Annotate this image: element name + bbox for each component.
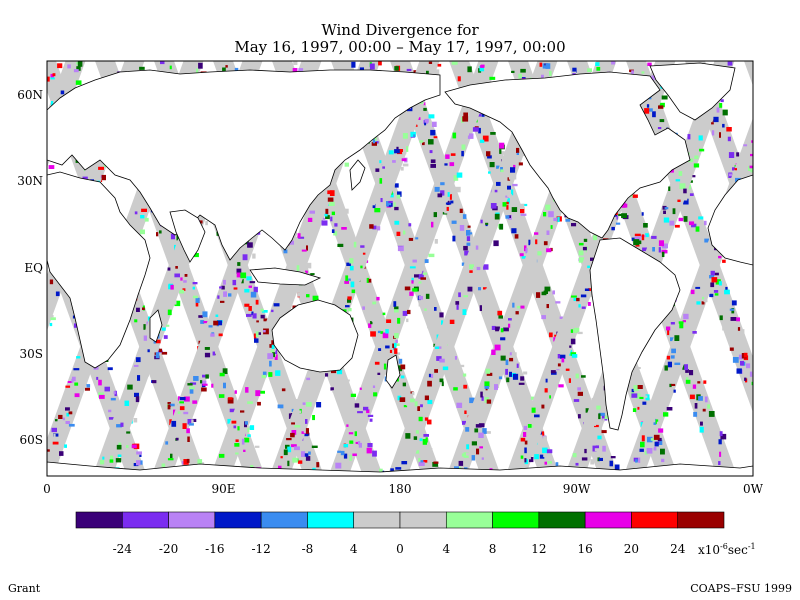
lon-label: 90E [211,482,236,496]
author-credit: Grant [8,582,41,595]
continents-land [47,62,753,476]
colorbar-swatch [677,511,725,529]
australia-land [271,299,359,373]
colorbar-tick-label: -8 [301,542,314,556]
colorbar-swatch [168,511,216,529]
lat-label: EQ [24,260,43,275]
eurasia-land [47,69,441,261]
africa-west-land [707,174,753,266]
map-frame [46,60,754,477]
africa-land [47,171,151,369]
institution-credit: COAPS–FSU 1999 [690,582,792,595]
colorbar-swatch [214,511,262,529]
greenland-land [649,62,736,121]
india-land [169,209,206,263]
chart-title-line2: May 16, 1997, 00:00 – May 17, 1997, 00:0… [234,38,566,56]
colorbar-tick-label: 0 [396,542,404,556]
madagascar-land [149,309,163,343]
colorbar-tick-label: 20 [623,542,640,556]
colorbar-tick-label: 16 [577,542,593,556]
colorbar-tick-label: 4 [349,542,358,556]
north-america-land [444,71,691,239]
colorbar-swatch [75,511,123,529]
colorbar-tick-label: 12 [531,542,547,556]
colorbar-swatch [584,511,632,529]
swath-17 [328,61,499,476]
lat-label: 60N [17,87,43,102]
colorbar-tick-label: -16 [205,542,225,556]
colorbar-swatch [121,511,169,529]
new-zealand-land [385,354,401,389]
colorbar-swatch [353,511,401,529]
swath-19 [387,61,558,476]
colorbar-swatch [538,511,586,529]
colorbar-tick-label: 4 [442,542,451,556]
lat-label: 30S [19,346,44,361]
south-america-land [589,237,681,431]
colorbar [75,511,725,529]
colorbar-swatch [260,511,308,529]
swath-26 [744,61,753,86]
chart-title-line1: Wind Divergence for [321,21,479,39]
colorbar-unit: x10-6sec-1 [698,542,756,557]
colorbar-tick-label: -24 [112,542,132,556]
colorbar-tick-label: -12 [251,542,271,556]
colorbar-swatch [492,511,540,529]
indonesia-land [249,267,322,286]
lon-label: 90W [562,482,591,496]
colorbar-swatch [399,511,447,529]
colorbar-tick-label: 24 [670,542,686,556]
colorbar-swatch [631,511,679,529]
japan-land [349,159,366,191]
colorbar-tick-label: 8 [488,542,497,556]
colorbar-swatch [307,511,355,529]
lon-label: 0W [743,482,763,496]
lon-label: 0 [43,482,51,496]
colorbar-swatch [445,511,493,529]
colorbar-tick-label: -20 [158,542,179,556]
lat-label: 30N [17,174,43,189]
lat-label: 60S [19,433,44,448]
antarctica-land [47,461,753,476]
lon-label: 180 [388,482,412,496]
